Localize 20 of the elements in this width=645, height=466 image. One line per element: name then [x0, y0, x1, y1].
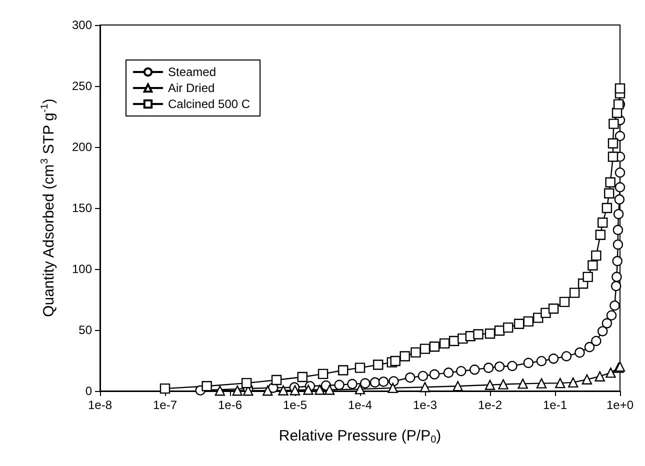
legend-label: Steamed	[168, 65, 216, 79]
y-tick-label: 100	[72, 262, 92, 276]
x-tick-label: 1e-1	[542, 398, 568, 412]
y-tick-label: 50	[78, 323, 92, 337]
x-tick-label: 1e-4	[348, 398, 372, 412]
y-tick-label: 150	[72, 201, 92, 215]
y-axis-title: Quantity Adsorbed (cm3 STP g-1)	[40, 98, 58, 317]
y-tick-label: 200	[72, 140, 92, 154]
legend-label: Air Dried	[168, 81, 215, 95]
legend-label: Calcined 500 C	[168, 97, 250, 111]
x-tick-label: 1e-8	[88, 398, 112, 412]
x-tick-label: 1e-5	[282, 398, 308, 412]
x-tick-label: 1e-6	[218, 398, 242, 412]
y-tick-label: 300	[72, 18, 92, 32]
y-tick-label: 250	[72, 79, 92, 93]
x-tick-label: 1e-7	[152, 398, 178, 412]
y-tick-label: 0	[85, 384, 92, 398]
x-tick-label: 1e-2	[478, 398, 502, 412]
x-tick-label: 1e-3	[412, 398, 438, 412]
x-tick-label: 1e+0	[606, 398, 634, 412]
